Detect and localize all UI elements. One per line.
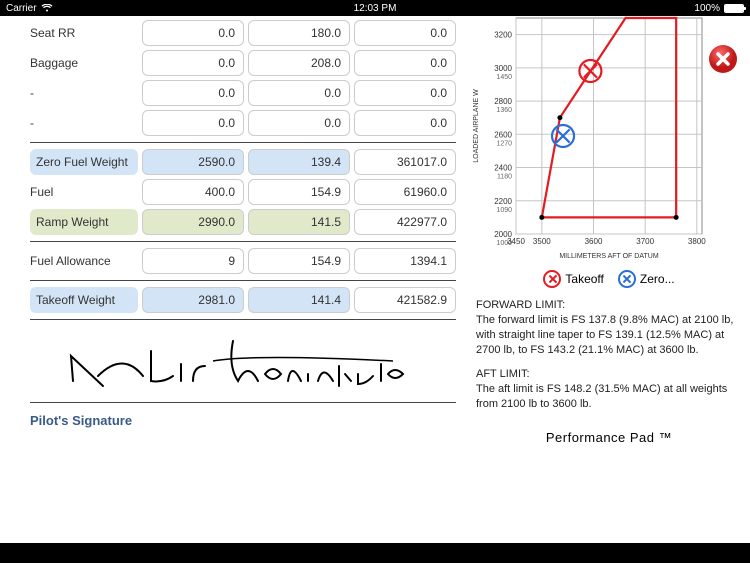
wb-cell[interactable]: 0.0	[248, 80, 350, 106]
wb-row-label: -	[30, 86, 138, 100]
wb-cell: 0.0	[354, 50, 456, 76]
svg-text:3800: 3800	[688, 237, 706, 246]
wb-row: Fuel Allowance 9154.91394.1	[30, 248, 456, 274]
wb-row: Baggage 0.0208.00.0	[30, 50, 456, 76]
divider	[30, 280, 456, 281]
signature-caption: Pilot's Signature	[30, 409, 456, 436]
legend-zero: Zero...	[640, 272, 675, 286]
wb-row-label: Baggage	[30, 56, 138, 70]
wb-cell: 361017.0	[354, 149, 456, 175]
svg-text:MILLIMETERS AFT OF DATUM: MILLIMETERS AFT OF DATUM	[559, 253, 658, 260]
wb-cell: 61960.0	[354, 179, 456, 205]
svg-text:3200: 3200	[494, 31, 512, 40]
wb-cell[interactable]: 400.0	[142, 179, 244, 205]
svg-text:1180: 1180	[497, 174, 512, 181]
takeoff-marker-icon	[543, 270, 561, 288]
wb-row-label: Fuel	[30, 185, 138, 199]
divider	[30, 142, 456, 143]
wb-row-label: Zero Fuel Weight	[30, 149, 138, 175]
wb-row-label: -	[30, 116, 138, 130]
wb-cell[interactable]: 0.0	[248, 110, 350, 136]
status-time: 12:03 PM	[354, 3, 397, 14]
svg-text:2800: 2800	[494, 97, 512, 106]
svg-text:3500: 3500	[533, 237, 551, 246]
svg-text:3700: 3700	[636, 237, 654, 246]
wb-cell[interactable]: 180.0	[248, 20, 350, 46]
limits-text: FORWARD LIMIT: The forward limit is FS 1…	[468, 298, 750, 412]
wb-row: Seat RR 0.0180.00.0	[30, 20, 456, 46]
wb-row: -0.00.00.0	[30, 80, 456, 106]
svg-text:1360: 1360	[496, 107, 512, 114]
wb-cell[interactable]: 0.0	[142, 20, 244, 46]
wb-row-label: Takeoff Weight	[30, 287, 138, 313]
wb-cell[interactable]: 154.9	[248, 248, 350, 274]
svg-text:2400: 2400	[494, 164, 512, 173]
wb-cell: 139.4	[248, 149, 350, 175]
wb-row: Zero Fuel Weight2590.0139.4361017.0	[30, 149, 456, 175]
svg-text:1090: 1090	[496, 207, 512, 214]
brand-label: Performance Pad ™	[468, 430, 750, 445]
svg-text:2200: 2200	[494, 197, 512, 206]
wb-cell: 422977.0	[354, 209, 456, 235]
wb-cell: 421582.9	[354, 287, 456, 313]
wb-cell: 0.0	[354, 20, 456, 46]
close-button[interactable]	[708, 44, 738, 74]
battery-icon	[724, 4, 744, 13]
svg-text:1450: 1450	[496, 74, 512, 81]
svg-text:2600: 2600	[494, 130, 512, 139]
fwd-limit-title: FORWARD LIMIT:	[476, 299, 565, 311]
wb-cell: 2590.0	[142, 149, 244, 175]
wb-cell: 1394.1	[354, 248, 456, 274]
divider	[30, 402, 456, 403]
wb-cell[interactable]: 0.0	[142, 110, 244, 136]
wb-row-label: Seat RR	[30, 26, 138, 40]
fwd-limit-body: The forward limit is FS 137.8 (9.8% MAC)…	[476, 314, 733, 356]
divider	[30, 241, 456, 242]
wb-cell[interactable]: 0.0	[142, 50, 244, 76]
wb-cell: 0.0	[354, 80, 456, 106]
svg-text:3450: 3450	[507, 237, 525, 246]
wifi-icon	[41, 4, 53, 12]
wb-cell[interactable]: 208.0	[248, 50, 350, 76]
wb-cell[interactable]: 0.0	[142, 80, 244, 106]
status-bar: Carrier 12:03 PM 100%	[0, 0, 750, 16]
signature-area[interactable]	[30, 326, 456, 396]
wb-row: Takeoff Weight2981.0141.4421582.9	[30, 287, 456, 313]
wb-row: Fuel 400.0154.961960.0	[30, 179, 456, 205]
chart-legend: Takeoff Zero...	[468, 270, 750, 288]
zero-marker-icon	[618, 270, 636, 288]
svg-text:LOADED AIRPLANE W: LOADED AIRPLANE W	[473, 89, 480, 163]
divider	[30, 319, 456, 320]
wb-cell[interactable]: 9	[142, 248, 244, 274]
aft-limit-body: The aft limit is FS 148.2 (31.5% MAC) at…	[476, 383, 727, 410]
wb-cell: 2981.0	[142, 287, 244, 313]
wb-cell: 2990.0	[142, 209, 244, 235]
wb-cell: 141.5	[248, 209, 350, 235]
svg-text:3600: 3600	[585, 237, 603, 246]
wb-row: -0.00.00.0	[30, 110, 456, 136]
svg-text:3000: 3000	[494, 64, 512, 73]
legend-takeoff: Takeoff	[565, 272, 603, 286]
svg-text:1270: 1270	[496, 140, 512, 147]
wb-row: Ramp Weight2990.0141.5422977.0	[30, 209, 456, 235]
aft-limit-title: AFT LIMIT:	[476, 368, 530, 380]
wb-row-label: Fuel Allowance	[30, 254, 138, 268]
bottom-bar	[0, 543, 750, 563]
cg-envelope-chart: 2000100022001090240011802600127028001360…	[468, 16, 708, 262]
wb-cell: 0.0	[354, 110, 456, 136]
wb-row-label: Ramp Weight	[30, 209, 138, 235]
weight-balance-table: Seat RR0.0180.00.0Baggage0.0208.00.0-0.0…	[0, 16, 464, 563]
carrier-label: Carrier	[6, 3, 37, 14]
battery-pct: 100%	[694, 3, 720, 14]
wb-cell: 141.4	[248, 287, 350, 313]
wb-cell[interactable]: 154.9	[248, 179, 350, 205]
